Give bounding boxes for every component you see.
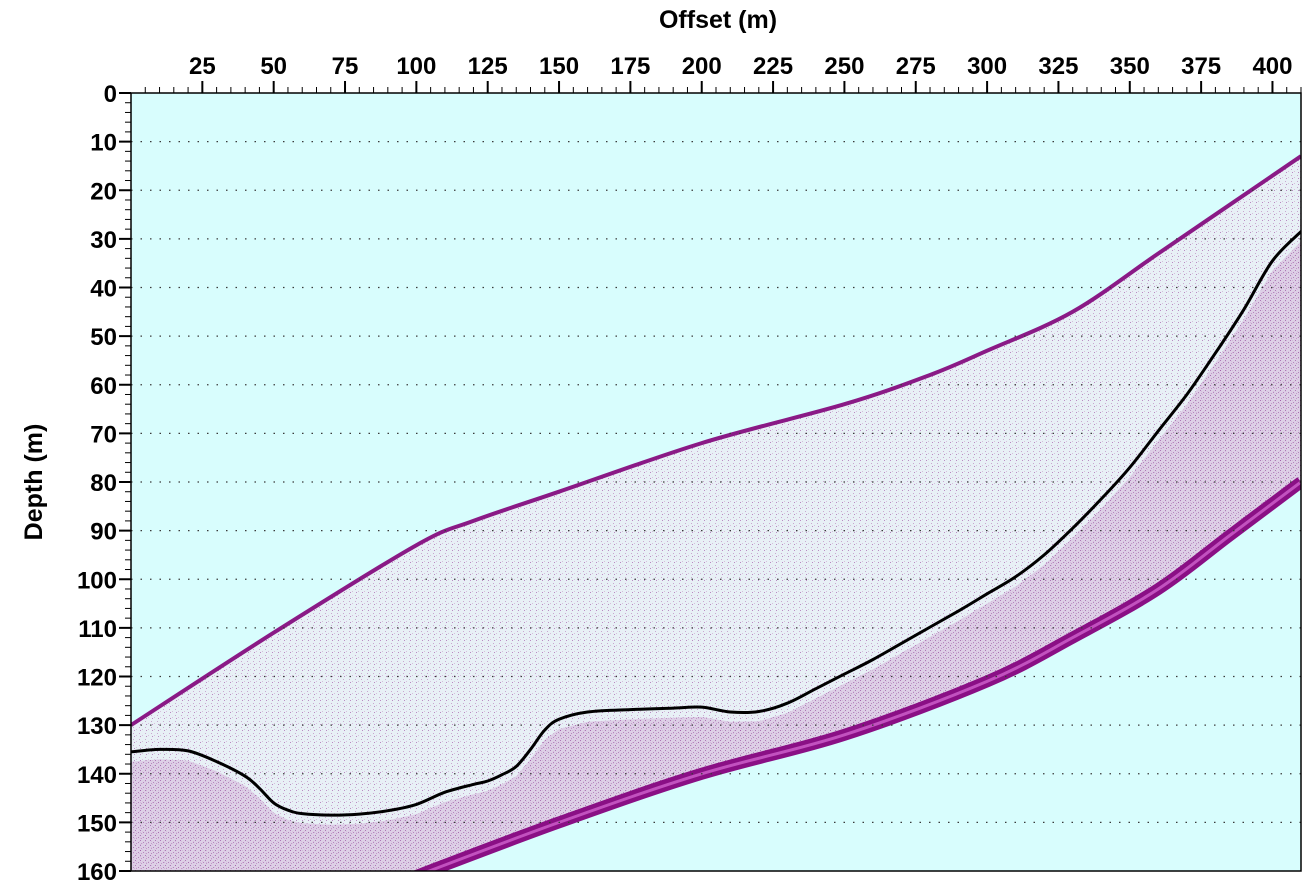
x-tick-labels: 25 50 75 100 125 150 175 200 225 250 275 300 325 350 3… bbox=[189, 53, 1292, 80]
y-tick-label: 80 bbox=[90, 470, 117, 497]
x-axis-title: Offset (m) bbox=[659, 6, 777, 34]
y-tick-label: 160 bbox=[77, 859, 117, 885]
x-tick-label: 275 bbox=[896, 53, 936, 80]
x-tick-label: 350 bbox=[1110, 53, 1150, 80]
axis-ticks bbox=[119, 81, 1302, 872]
x-tick-label: 400 bbox=[1252, 53, 1292, 80]
x-tick-label: 125 bbox=[468, 53, 508, 80]
x-tick-label: 250 bbox=[824, 53, 864, 80]
y-tick-label: 60 bbox=[90, 373, 117, 400]
x-tick-label: 175 bbox=[610, 53, 650, 80]
y-tick-label: 20 bbox=[90, 178, 117, 205]
x-tick-label: 375 bbox=[1181, 53, 1221, 80]
series-line bbox=[131, 230, 1301, 817]
x-tick-label: 50 bbox=[260, 53, 287, 80]
deep-reflection-zone bbox=[131, 241, 1301, 871]
x-tick-label: 200 bbox=[682, 53, 722, 80]
y-tick-label: 150 bbox=[77, 810, 117, 837]
y-tick-label: 90 bbox=[90, 519, 117, 546]
y-axis-title: Depth (m) bbox=[20, 424, 48, 541]
x-tick-label: 150 bbox=[539, 53, 579, 80]
x-tick-label: 225 bbox=[753, 53, 793, 80]
x-tick-label: 25 bbox=[189, 53, 216, 80]
y-tick-label: 130 bbox=[77, 713, 117, 740]
y-tick-label: 70 bbox=[90, 421, 117, 448]
x-tick-label: 75 bbox=[332, 53, 359, 80]
data-region bbox=[131, 156, 1301, 871]
x-tick-label: 100 bbox=[396, 53, 436, 80]
upper-reflection-line bbox=[131, 154, 1301, 727]
y-tick-label: 50 bbox=[90, 324, 117, 351]
y-tick-label: 140 bbox=[77, 762, 117, 789]
y-tick-label: 120 bbox=[77, 665, 117, 692]
x-tick-label: 325 bbox=[1038, 53, 1078, 80]
y-tick-label: 110 bbox=[78, 616, 117, 643]
y-tick-labels: 0 10 20 30 40 50 60 70 80 90 100 110 120 130 140 150 160 bbox=[77, 81, 117, 885]
lower-reflection-highlight bbox=[425, 480, 1301, 871]
y-tick-label: 30 bbox=[90, 227, 117, 254]
plot-frame bbox=[130, 92, 1302, 872]
y-tick-label: 100 bbox=[77, 567, 117, 594]
x-tick-label: 300 bbox=[967, 53, 1007, 80]
y-tick-label: 40 bbox=[90, 276, 117, 303]
y-tick-label: 10 bbox=[90, 130, 117, 157]
y-tick-label: 0 bbox=[104, 81, 117, 108]
